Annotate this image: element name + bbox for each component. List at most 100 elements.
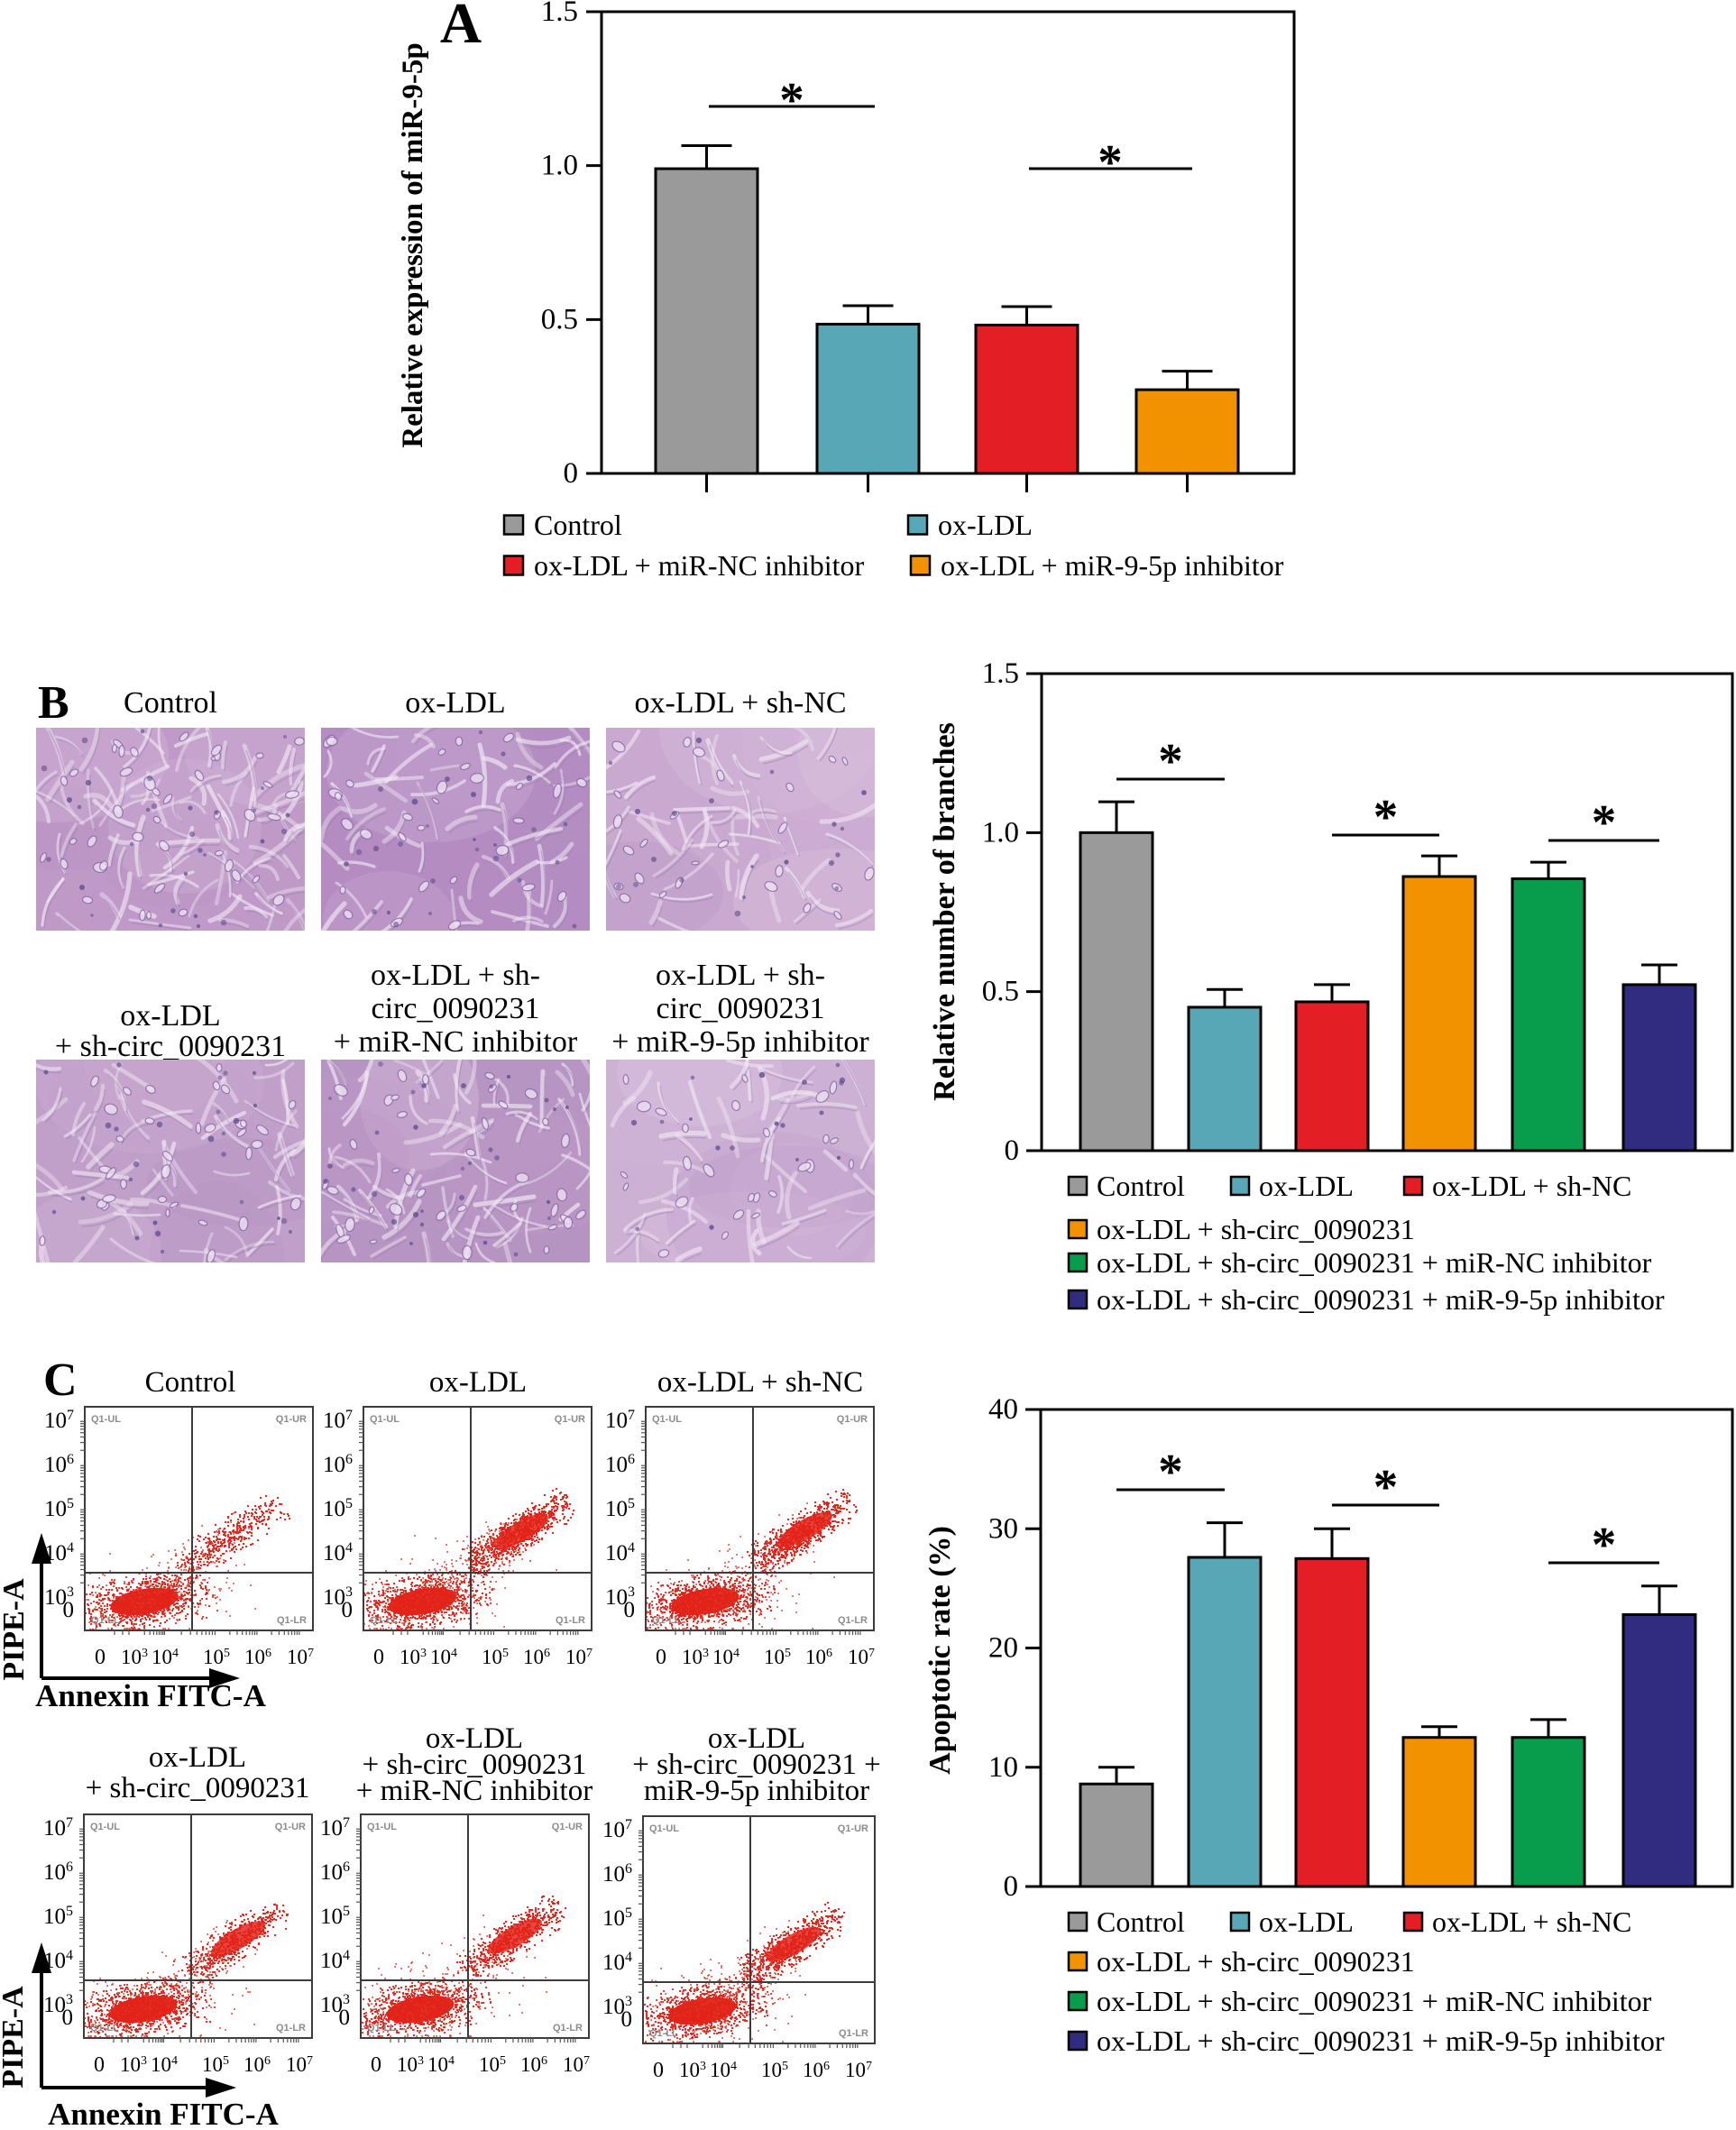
svg-text:40: 40 (988, 1393, 1018, 1426)
svg-text:Annexin FITC-A: Annexin FITC-A (48, 2097, 279, 2130)
svg-text:ox-LDL: ox-LDL (120, 999, 220, 1033)
svg-text:Q1-LL: Q1-LL (370, 1615, 399, 1626)
svg-text:+ miR-9-5p inhibitor: + miR-9-5p inhibitor (611, 1025, 869, 1059)
svg-text:+ miR-NC inhibitor: + miR-NC inhibitor (356, 1775, 592, 1807)
svg-text:ox-LDL: ox-LDL (1259, 1170, 1354, 1202)
svg-text:Apoptotic rate (%): Apoptotic rate (%) (923, 1526, 957, 1775)
svg-text:103: 103 (605, 1584, 635, 1610)
svg-text:Q1-LL: Q1-LL (91, 1615, 120, 1626)
svg-text:ox-LDL: ox-LDL (149, 1741, 246, 1774)
svg-text:*: * (1158, 733, 1183, 788)
svg-text:*: * (779, 72, 804, 127)
svg-text:C: C (43, 1354, 78, 1406)
svg-text:Q1-UR: Q1-UR (837, 1414, 868, 1425)
svg-text:Q1-UL: Q1-UL (90, 1822, 120, 1832)
svg-text:ox-LDL: ox-LDL (426, 1722, 523, 1755)
svg-text:*: * (1592, 1517, 1617, 1572)
svg-text:ox-LDL + sh-: ox-LDL + sh- (371, 959, 540, 992)
svg-text:Control: Control (145, 1366, 236, 1399)
svg-text:Q1-LR: Q1-LR (553, 2023, 583, 2034)
svg-text:0: 0 (621, 2007, 633, 2032)
svg-text:Q1-LR: Q1-LR (838, 1615, 868, 1626)
svg-text:Q1-LR: Q1-LR (276, 2023, 306, 2034)
svg-text:Q1-UR: Q1-UR (552, 1822, 583, 1832)
svg-text:0: 0 (63, 1598, 75, 1622)
svg-text:ox-LDL + sh-circ_0090231: ox-LDL + sh-circ_0090231 (1097, 1213, 1415, 1245)
svg-text:0: 0 (95, 1646, 106, 1669)
svg-text:0: 0 (564, 457, 579, 490)
svg-text:0: 0 (373, 1646, 384, 1669)
svg-text:+ sh-circ_0090231 +: + sh-circ_0090231 + (632, 1749, 881, 1781)
svg-text:Control: Control (1097, 1170, 1185, 1202)
svg-text:+ miR-NC inhibitor: + miR-NC inhibitor (334, 1025, 578, 1059)
svg-text:*: * (1098, 134, 1123, 189)
svg-text:Q1-LL: Q1-LL (367, 2023, 396, 2034)
svg-text:Q1-UL: Q1-UL (370, 1414, 400, 1425)
svg-text:0.5: 0.5 (541, 303, 578, 335)
svg-text:1.0: 1.0 (982, 816, 1019, 849)
svg-text:circ_0090231: circ_0090231 (372, 992, 540, 1025)
svg-text:ox-LDL + miR-NC inhibitor: ox-LDL + miR-NC inhibitor (534, 549, 865, 582)
svg-text:0: 0 (342, 1598, 354, 1622)
svg-text:Q1-UR: Q1-UR (275, 1822, 306, 1832)
svg-text:Q1-LR: Q1-LR (277, 1615, 307, 1626)
svg-text:ox-LDL: ox-LDL (429, 1366, 527, 1399)
svg-text:Control: Control (1097, 1905, 1185, 1938)
svg-text:ox-LDL + sh-NC: ox-LDL + sh-NC (1432, 1905, 1631, 1938)
svg-text:103: 103 (323, 1584, 353, 1610)
svg-text:*: * (1373, 1459, 1399, 1514)
svg-text:ox-LDL: ox-LDL (938, 509, 1033, 541)
svg-text:Q1-UR: Q1-UR (838, 1823, 868, 1834)
svg-text:Q1-LR: Q1-LR (839, 2028, 868, 2039)
svg-text:Q1-UL: Q1-UL (367, 1822, 397, 1832)
svg-text:Control: Control (124, 686, 217, 720)
svg-text:+ sh-circ_0090231: + sh-circ_0090231 (55, 1030, 286, 1063)
svg-text:PIPE-A: PIPE-A (0, 1578, 31, 1681)
svg-text:107: 107 (320, 1815, 350, 1841)
svg-text:ox-LDL: ox-LDL (708, 1722, 805, 1755)
svg-text:ox-LDL + sh-: ox-LDL + sh- (656, 959, 825, 992)
svg-text:Q1-UL: Q1-UL (91, 1414, 121, 1425)
svg-text:Control: Control (534, 509, 622, 541)
svg-text:Annexin FITC-A: Annexin FITC-A (35, 1678, 266, 1713)
svg-text:Q1-LL: Q1-LL (90, 2023, 119, 2034)
svg-text:ox-LDL + sh-circ_0090231: ox-LDL + sh-circ_0090231 (1097, 1945, 1415, 1978)
svg-text:Relative expression of miR-9-5: Relative expression of miR-9-5p (397, 42, 429, 447)
svg-text:0.5: 0.5 (982, 976, 1019, 1008)
svg-text:Relative number of branches: Relative number of branches (928, 722, 961, 1101)
svg-text:ox-LDL: ox-LDL (1259, 1905, 1354, 1938)
svg-text:0: 0 (1004, 1870, 1019, 1903)
svg-text:0: 0 (624, 1598, 636, 1622)
svg-text:1.5: 1.5 (982, 657, 1019, 690)
svg-text:ox-LDL + sh-NC: ox-LDL + sh-NC (1432, 1170, 1631, 1202)
svg-text:Q1-LR: Q1-LR (556, 1615, 585, 1626)
svg-text:Q1-UL: Q1-UL (649, 1823, 679, 1834)
svg-text:10: 10 (988, 1751, 1018, 1784)
svg-text:ox-LDL + miR-9-5p inhibitor: ox-LDL + miR-9-5p inhibitor (941, 549, 1284, 582)
svg-text:circ_0090231: circ_0090231 (657, 992, 825, 1025)
svg-text:0: 0 (62, 2006, 74, 2030)
svg-text:1.0: 1.0 (541, 150, 578, 182)
svg-text:ox-LDL: ox-LDL (405, 686, 505, 720)
svg-text:0: 0 (656, 1646, 666, 1669)
svg-text:0: 0 (653, 2059, 664, 2082)
svg-text:30: 30 (988, 1512, 1018, 1545)
svg-text:*: * (1592, 794, 1617, 849)
svg-text:+ sh-circ_0090231: + sh-circ_0090231 (363, 1749, 587, 1781)
svg-text:0: 0 (1005, 1134, 1020, 1167)
svg-text:ox-LDL + sh-circ_0090231 + miR: ox-LDL + sh-circ_0090231 + miR-9-5p inhi… (1097, 1283, 1665, 1316)
svg-text:Q1-UR: Q1-UR (555, 1414, 585, 1425)
svg-text:miR-9-5p inhibitor: miR-9-5p inhibitor (644, 1775, 869, 1807)
svg-text:0: 0 (371, 2053, 381, 2077)
svg-text:ox-LDL + sh-circ_0090231 + miR: ox-LDL + sh-circ_0090231 + miR-NC inhibi… (1097, 1985, 1652, 2017)
svg-text:1.5: 1.5 (541, 0, 578, 28)
svg-text:20: 20 (988, 1632, 1018, 1665)
svg-text:Q1-UR: Q1-UR (276, 1414, 307, 1425)
svg-text:ox-LDL + sh-NC: ox-LDL + sh-NC (634, 686, 846, 720)
svg-text:ox-LDL + sh-NC: ox-LDL + sh-NC (657, 1366, 863, 1399)
svg-text:ox-LDL + sh-circ_0090231 + miR: ox-LDL + sh-circ_0090231 + miR-NC inhibi… (1097, 1246, 1652, 1279)
svg-text:B: B (38, 677, 69, 729)
svg-text:A: A (440, 0, 482, 55)
svg-text:ox-LDL + sh-circ_0090231 + miR: ox-LDL + sh-circ_0090231 + miR-9-5p inhi… (1097, 2024, 1665, 2057)
svg-text:104: 104 (602, 1950, 632, 1975)
